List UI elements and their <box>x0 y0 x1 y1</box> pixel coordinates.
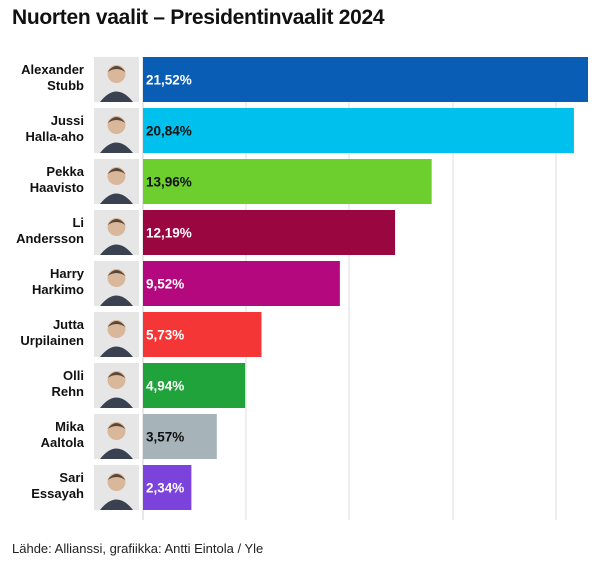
category-label: Alexander Stubb <box>21 62 84 93</box>
category-label: Li Andersson <box>16 215 84 246</box>
bar <box>143 261 340 306</box>
portrait-hair <box>107 168 126 174</box>
bar <box>143 159 432 204</box>
portrait-body <box>100 91 133 102</box>
bar-row: Mika Aaltola 3,57% <box>41 414 217 459</box>
portrait-hair <box>107 372 126 378</box>
portrait-hair <box>107 474 126 480</box>
source-credit: Lähde: Allianssi, grafiikka: Antti Einto… <box>12 541 264 556</box>
portrait-icon <box>94 312 139 357</box>
portrait-hair <box>107 423 126 429</box>
portrait-body <box>100 397 133 408</box>
value-label: 4,94% <box>146 379 184 394</box>
portrait-body <box>100 244 133 255</box>
bar <box>143 312 262 357</box>
bar <box>143 57 588 102</box>
value-label: 12,19% <box>146 226 192 241</box>
portrait-hair <box>107 321 126 327</box>
bar-row: Jussi Halla-aho 20,84% <box>25 108 574 153</box>
chart-title: Nuorten vaalit – Presidentinvaalit 2024 <box>12 6 385 29</box>
value-label: 2,34% <box>146 481 184 496</box>
bar <box>143 465 192 510</box>
portrait-hair <box>107 270 126 276</box>
category-label: Olli Rehn <box>52 368 85 399</box>
portrait-icon <box>94 363 139 408</box>
category-label: Jutta Urpilainen <box>20 317 84 348</box>
portrait-icon <box>94 210 139 255</box>
bar <box>143 363 246 408</box>
category-label: Pekka Haavisto <box>30 164 85 195</box>
portrait-body <box>100 295 133 306</box>
bar <box>143 210 396 255</box>
bar-row: Li Andersson 12,19% <box>16 210 396 255</box>
value-label: 21,52% <box>146 73 192 88</box>
portrait-icon <box>94 57 139 102</box>
bar <box>143 414 217 459</box>
category-label: Sari Essayah <box>31 470 84 501</box>
portrait-hair <box>107 219 126 225</box>
portrait-icon <box>94 465 139 510</box>
portrait-body <box>100 448 133 459</box>
portrait-body <box>100 346 133 357</box>
bar-row: Olli Rehn 4,94% <box>52 363 246 408</box>
bar <box>143 108 574 153</box>
portrait-body <box>100 142 133 153</box>
value-label: 3,57% <box>146 430 184 445</box>
portrait-hair <box>107 117 126 123</box>
portrait-icon <box>94 261 139 306</box>
chart-rows: Alexander Stubb 21,52% Jussi Halla-aho 20,84%… <box>16 57 588 510</box>
value-label: 20,84% <box>146 124 192 139</box>
category-label: Jussi Halla-aho <box>25 113 84 144</box>
bar-row: Pekka Haavisto 13,96% <box>30 159 432 204</box>
category-label: Mika Aaltola <box>41 419 85 450</box>
bar-row: Alexander Stubb 21,52% <box>21 57 588 102</box>
portrait-icon <box>94 159 139 204</box>
portrait-body <box>100 193 133 204</box>
value-label: 9,52% <box>146 277 184 292</box>
value-label: 13,96% <box>146 175 192 190</box>
bar-row: Sari Essayah 2,34% <box>31 465 192 510</box>
portrait-icon <box>94 414 139 459</box>
portrait-icon <box>94 108 139 153</box>
category-label: Harry Harkimo <box>32 266 85 297</box>
bar-row: Harry Harkimo 9,52% <box>32 261 340 306</box>
bar-row: Jutta Urpilainen 5,73% <box>20 312 262 357</box>
portrait-hair <box>107 66 126 72</box>
portrait-body <box>100 499 133 510</box>
value-label: 5,73% <box>146 328 184 343</box>
